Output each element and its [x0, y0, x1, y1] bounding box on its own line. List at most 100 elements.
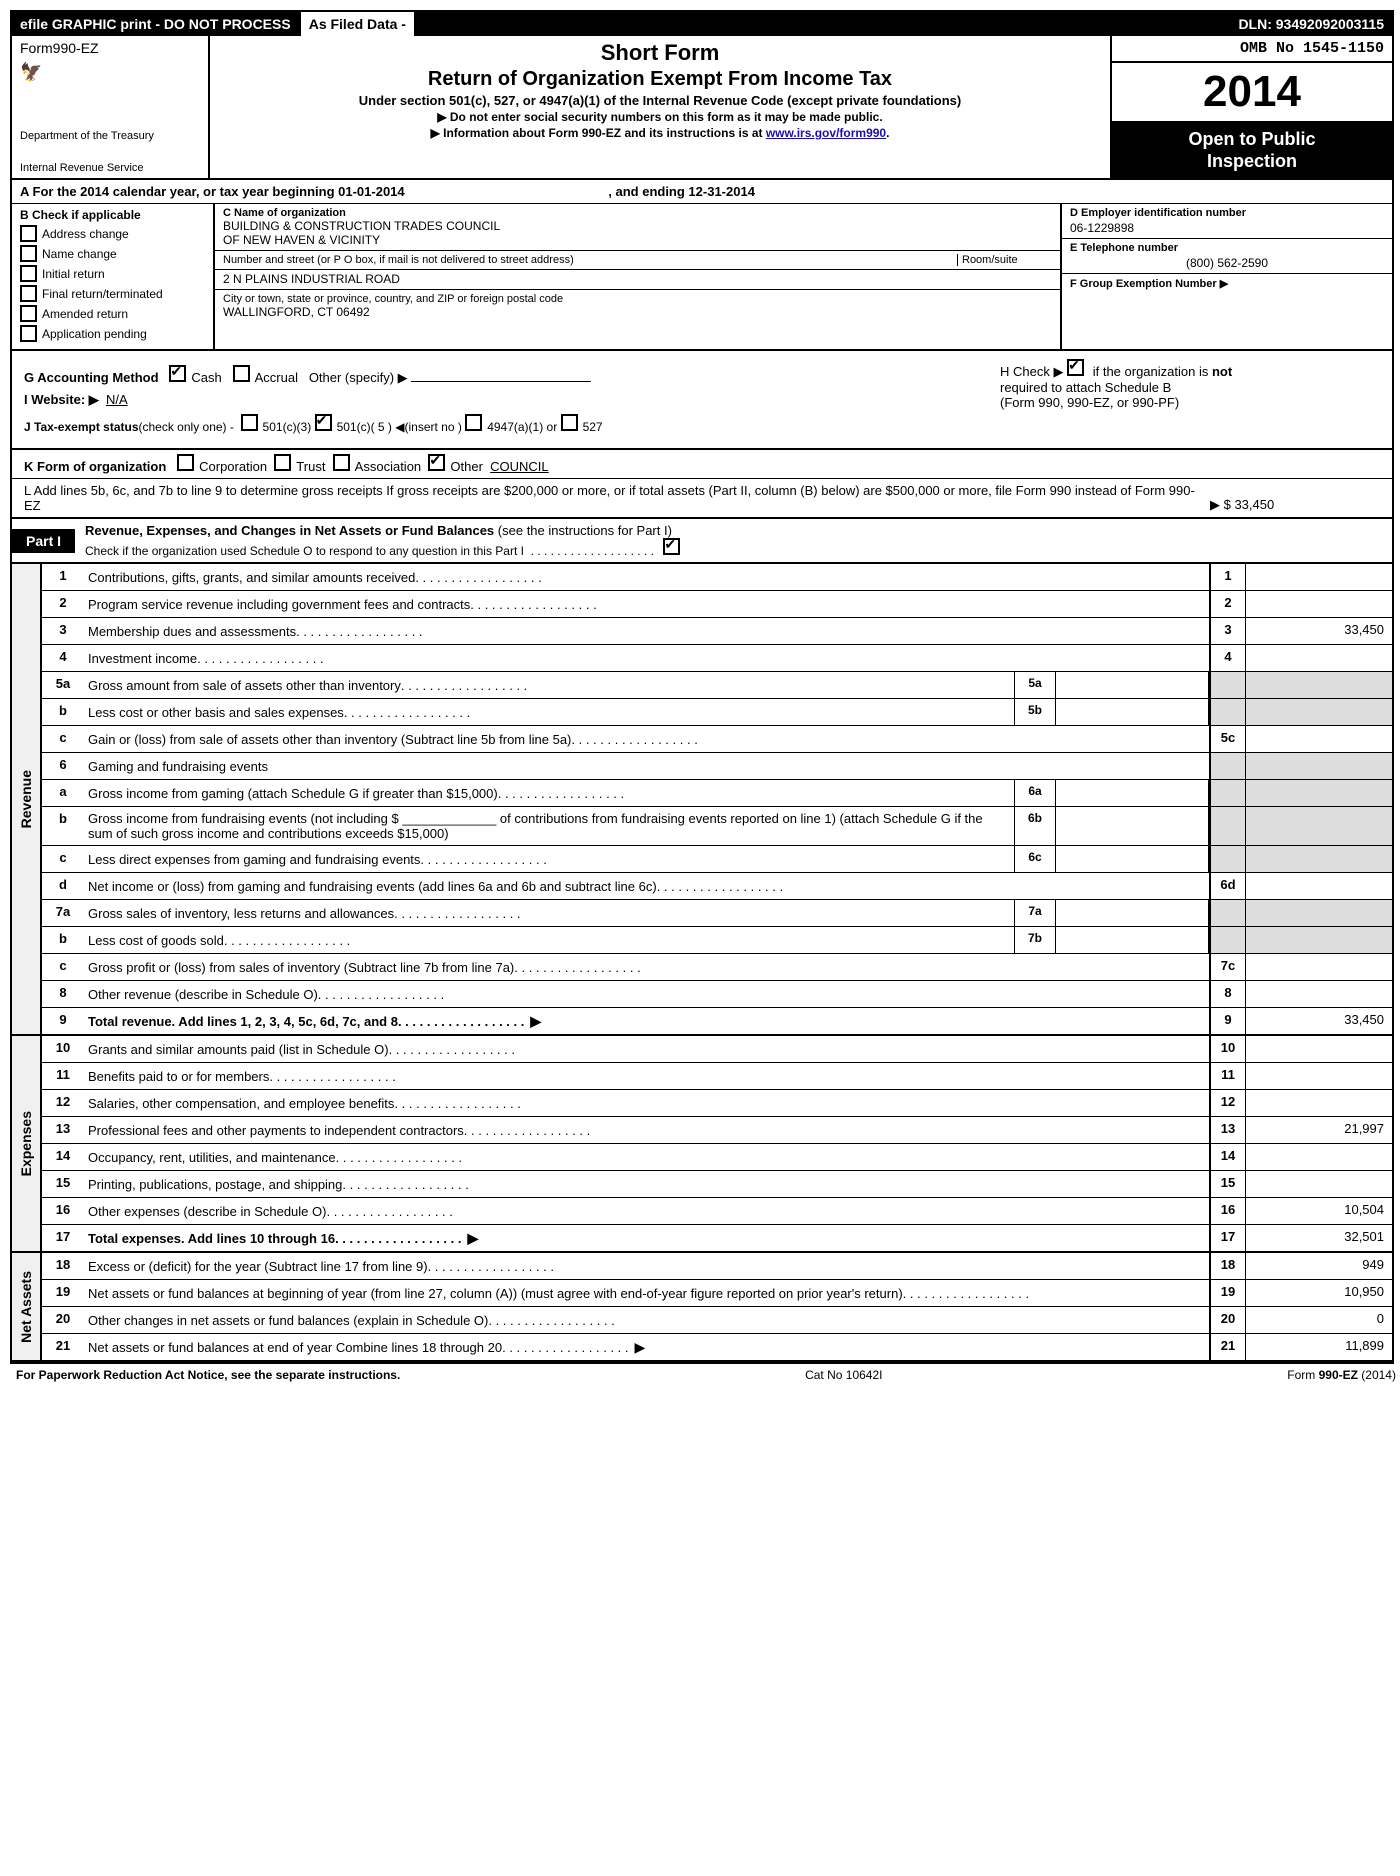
checkbox-pending[interactable] — [20, 325, 37, 342]
line-k: K Form of organization Corporation Trust… — [12, 450, 1392, 479]
row-num: c — [42, 954, 84, 980]
label-final: Final return/terminated — [42, 287, 163, 301]
d-val: 06-1229898 — [1070, 221, 1384, 235]
checkbox-501c[interactable] — [315, 414, 332, 431]
right-val — [1245, 564, 1392, 590]
checkbox-name-change[interactable] — [20, 245, 37, 262]
right-num — [1209, 672, 1245, 698]
checkbox-part1-scho[interactable] — [663, 538, 680, 555]
right-val — [1245, 807, 1392, 845]
g-label: G Accounting Method — [24, 370, 159, 385]
label-amended: Amended return — [42, 307, 128, 321]
row-num: 12 — [42, 1090, 84, 1116]
h-line3: (Form 990, 990-EZ, or 990-PF) — [1000, 395, 1179, 410]
checkbox-h[interactable] — [1067, 359, 1084, 376]
j-paren: (check only one) - — [139, 420, 234, 434]
c-room-label: Room/suite — [962, 254, 1052, 266]
d-label: D Employer identification number — [1070, 207, 1384, 219]
checkbox-final[interactable] — [20, 285, 37, 302]
sub-num: 5b — [1014, 699, 1056, 725]
label-addr-change: Address change — [42, 227, 129, 241]
right-num: 4 — [1209, 645, 1245, 671]
part-1-subtitle: Check if the organization used Schedule … — [85, 538, 1392, 558]
note-2-pre: ▶ Information about Form 990-EZ and its … — [431, 126, 766, 140]
right-num: 8 — [1209, 981, 1245, 1007]
right-num: 21 — [1209, 1334, 1245, 1360]
line-j: J Tax-exempt status(check only one) - 50… — [24, 414, 976, 434]
header-right: OMB No 1545-1150 2014 Open to Public Ins… — [1112, 36, 1392, 178]
right-val — [1245, 753, 1392, 779]
row-num: 5a — [42, 672, 84, 698]
c-name-label: C Name of organization — [223, 207, 1052, 219]
right-val: 10,504 — [1245, 1198, 1392, 1224]
checkbox-other-org[interactable] — [428, 454, 445, 471]
checkbox-initial[interactable] — [20, 265, 37, 282]
section-a-ending: , and ending 12-31-2014 — [608, 184, 755, 199]
section-c: C Name of organization BUILDING & CONSTR… — [215, 204, 1062, 349]
tax-year: 2014 — [1112, 63, 1392, 123]
checkbox-527[interactable] — [561, 414, 578, 431]
checkbox-amended[interactable] — [20, 305, 37, 322]
sub-val[interactable] — [1056, 807, 1209, 845]
right-num: 6d — [1209, 873, 1245, 899]
right-val: 11,899 — [1245, 1334, 1392, 1360]
part-1-title: Revenue, Expenses, and Changes in Net As… — [85, 519, 1392, 562]
right-val — [1245, 591, 1392, 617]
sub-val[interactable] — [1056, 846, 1209, 872]
expenses-section: Expenses 10Grants and similar amounts pa… — [12, 1036, 1392, 1253]
right-val: 33,450 — [1245, 1008, 1392, 1034]
checkbox-trust[interactable] — [274, 454, 291, 471]
section-def: D Employer identification number 06-1229… — [1062, 204, 1392, 349]
section-ghij: G Accounting Method Cash Accrual Other (… — [12, 351, 1392, 450]
row-num: 10 — [42, 1036, 84, 1062]
h-post: if the organization is — [1093, 364, 1212, 379]
right-val — [1245, 780, 1392, 806]
i-label: I Website: ▶ — [24, 392, 99, 407]
label-other-acct: Other (specify) ▶ — [309, 370, 408, 385]
sub-val[interactable] — [1056, 780, 1209, 806]
right-num: 11 — [1209, 1063, 1245, 1089]
checkbox-cash[interactable] — [169, 365, 186, 382]
right-val: 949 — [1245, 1253, 1392, 1279]
right-val — [1245, 645, 1392, 671]
row-num: 8 — [42, 981, 84, 1007]
revenue-section: Revenue 1Contributions, gifts, grants, a… — [12, 564, 1392, 1036]
row-desc: Net income or (loss) from gaming and fun… — [84, 873, 1209, 899]
label-other-org: Other — [450, 459, 483, 474]
sub-val[interactable] — [1056, 699, 1209, 725]
label-assoc: Association — [355, 459, 421, 474]
l-amount: ▶ $ 33,450 — [1200, 497, 1380, 513]
topbar-left: efile GRAPHIC print - DO NOT PROCESS — [12, 12, 299, 36]
checkbox-corp[interactable] — [177, 454, 194, 471]
row-desc: Other expenses (describe in Schedule O) … — [84, 1198, 1209, 1224]
ledger-row: 3Membership dues and assessments . . . .… — [42, 618, 1392, 645]
row-num: 13 — [42, 1117, 84, 1143]
irs-link[interactable]: www.irs.gov/form990 — [766, 126, 886, 140]
arrow-icon: ▶ — [635, 1339, 646, 1356]
checkbox-501c3[interactable] — [241, 414, 258, 431]
checkbox-addr-change[interactable] — [20, 225, 37, 242]
row-desc: Excess or (deficit) for the year (Subtra… — [84, 1253, 1209, 1279]
ledger-row: cGross profit or (loss) from sales of in… — [42, 954, 1392, 981]
ledger-row: 4Investment income . . . . . . . . . . .… — [42, 645, 1392, 672]
row-num: a — [42, 780, 84, 806]
sub-val[interactable] — [1056, 927, 1209, 953]
ledger-row: 9Total revenue. Add lines 1, 2, 3, 4, 5c… — [42, 1008, 1392, 1034]
checkbox-accrual[interactable] — [233, 365, 250, 382]
checkbox-4947[interactable] — [465, 414, 482, 431]
row-num: c — [42, 846, 84, 872]
right-num: 14 — [1209, 1144, 1245, 1170]
other-acct-blank[interactable] — [411, 381, 591, 382]
sub-val[interactable] — [1056, 900, 1209, 926]
row-num: 6 — [42, 753, 84, 779]
right-num: 18 — [1209, 1253, 1245, 1279]
k-label: K Form of organization — [24, 459, 166, 474]
checkbox-assoc[interactable] — [333, 454, 350, 471]
row-desc: Total revenue. Add lines 1, 2, 3, 4, 5c,… — [84, 1008, 1209, 1034]
ledger-row: 17Total expenses. Add lines 10 through 1… — [42, 1225, 1392, 1251]
sub-val[interactable] — [1056, 672, 1209, 698]
row-num: b — [42, 699, 84, 725]
right-val — [1245, 699, 1392, 725]
row-desc: Other changes in net assets or fund bala… — [84, 1307, 1209, 1333]
right-num — [1209, 753, 1245, 779]
